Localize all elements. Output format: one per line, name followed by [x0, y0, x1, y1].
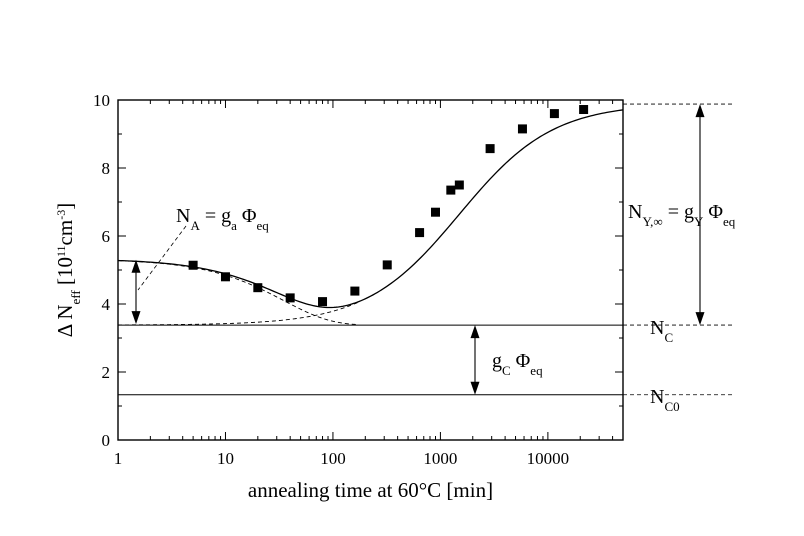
na-arrow-head-bottom: [131, 311, 141, 325]
y-tick-label: 4: [102, 295, 111, 314]
y-tick-label: 0: [102, 431, 111, 450]
data-point: [415, 228, 425, 238]
na-label: NA = ga Φeq: [176, 205, 269, 233]
data-points-layer: [188, 105, 589, 307]
data-point: [382, 260, 392, 270]
x-tick-label: 1000: [423, 449, 457, 468]
data-point: [318, 297, 328, 307]
data-point: [485, 144, 495, 154]
annealing-component-curve: [117, 260, 358, 326]
data-point: [285, 293, 295, 303]
nc0-label: NC0: [650, 386, 680, 414]
ny-arrow-head-bottom: [695, 312, 705, 326]
nc-label: NC: [650, 317, 673, 345]
data-point: [446, 185, 456, 195]
annotations-layer: NA = ga Φeq NY,∞ = gY Φeq gC Φeq NC NC0: [131, 104, 736, 414]
data-point: [549, 109, 559, 119]
x-axis-label: annealing time at 60°C [min]: [248, 478, 493, 502]
gc-arrow-head-top: [470, 325, 480, 339]
data-point: [188, 260, 198, 270]
data-point: [454, 180, 464, 190]
plot-frame: [117, 99, 624, 441]
y-tick-label: 2: [102, 363, 111, 382]
reverse-annealing-component-curve: [118, 302, 358, 326]
data-point: [579, 105, 589, 115]
gc-arrow-head-bottom: [470, 381, 480, 395]
axes-layer: 1 10 100 1000 10000 0 2 4 6 8 10 annealing time at …: [53, 91, 624, 502]
x-tick-label: 10: [217, 449, 234, 468]
x-tick-label: 100: [320, 449, 346, 468]
data-point: [220, 272, 230, 282]
x-tick-label: 10000: [527, 449, 570, 468]
fit-curve: [117, 109, 624, 309]
data-point: [430, 207, 440, 217]
curves-layer: [117, 103, 735, 396]
y-tick-label: 10: [93, 91, 110, 110]
data-point: [350, 286, 360, 296]
ny-arrow-head-top: [695, 104, 705, 118]
x-tick-label: 1: [114, 449, 123, 468]
data-point: [517, 124, 527, 134]
na-leader-line: [137, 225, 187, 291]
y-axis-label: Δ Neff [1011cm-3]: [53, 203, 83, 337]
na-arrow-head-top: [131, 259, 141, 273]
y-tick-label: 8: [102, 159, 111, 178]
ny-label: NY,∞ = gY Φeq: [628, 201, 736, 229]
y-tick-label: 6: [102, 227, 111, 246]
data-point: [253, 283, 263, 293]
gc-label: gC Φeq: [492, 350, 543, 378]
